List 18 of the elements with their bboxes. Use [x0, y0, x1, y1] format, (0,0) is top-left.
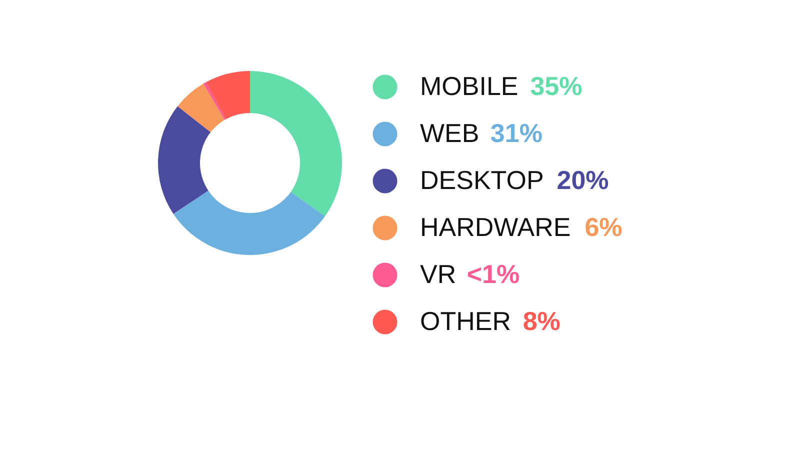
donut-slice	[173, 190, 326, 255]
legend-label: MOBILE	[420, 71, 518, 101]
legend-label: OTHER	[420, 306, 511, 336]
donut-slice	[203, 82, 226, 120]
data-label: 6%	[584, 212, 622, 242]
donut-slice	[206, 71, 250, 120]
legend-label: WEB	[420, 118, 480, 148]
donut-slice	[158, 106, 211, 214]
data-label: 20%	[556, 165, 609, 195]
data-label: 35%	[530, 71, 582, 101]
data-label: 8%	[522, 306, 560, 336]
donut-slice	[250, 71, 342, 216]
legend-label: VR	[420, 259, 456, 289]
legend-label: DESKTOP	[420, 165, 544, 195]
data-label: <1%	[466, 259, 520, 289]
legend-label: HARDWARE	[420, 212, 571, 242]
donut-slice	[178, 84, 225, 132]
data-label: 31%	[490, 118, 542, 148]
